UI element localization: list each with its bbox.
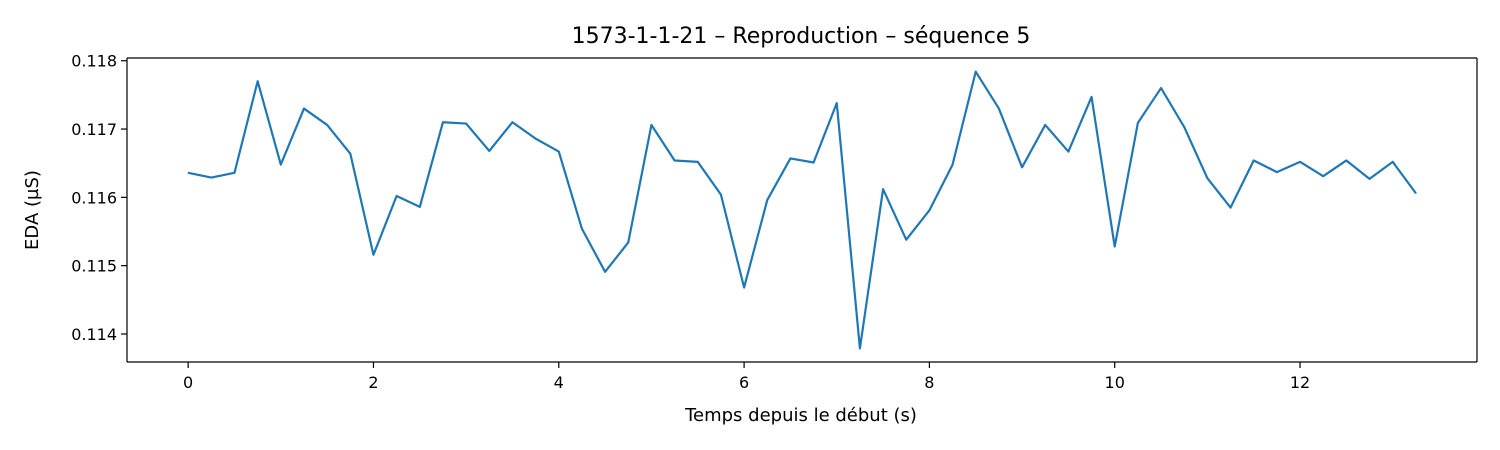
data-point [303,107,305,110]
data-point [1160,87,1162,89]
data-point [1114,245,1116,248]
data-point [1415,192,1417,194]
y-tick-label: 0.116 [71,188,117,207]
x-tick-label: 12 [1290,373,1310,392]
data-point [1368,178,1371,180]
data-point [326,124,328,126]
series-group [187,70,1417,350]
series-line [187,70,1417,350]
data-point [1229,207,1232,209]
data-point [581,228,583,230]
data-point [187,172,189,174]
data-point [674,159,676,162]
data-point [627,241,629,244]
data-point [859,347,861,349]
data-point [210,176,212,179]
data-point [905,239,907,241]
data-point [488,150,490,152]
data-point [604,271,606,273]
y-tick-label: 0.115 [71,257,117,276]
chart-title: 1573-1-1-21 – Reproduction – séquence 5 [572,24,1031,49]
y-tick-label: 0.114 [71,325,117,344]
x-tick-label: 4 [554,373,564,392]
x-tick-label: 6 [739,373,749,392]
data-point [697,161,699,163]
data-point [419,206,421,208]
data-point [836,102,838,104]
data-point [280,163,282,166]
data-point [812,161,815,164]
data-point [1183,126,1185,128]
data-point [720,194,722,196]
data-point [1067,150,1069,153]
x-tick-label: 2 [368,373,378,392]
data-point [743,286,745,289]
data-point [882,188,884,190]
data-point [1299,161,1301,163]
data-point [650,124,653,126]
x-tick-label: 0 [183,373,193,392]
data-point [1044,124,1046,126]
data-point [349,153,351,155]
y-tick-label: 0.117 [71,120,117,139]
data-point [928,209,931,211]
data-point [766,199,768,201]
data-point [1090,96,1093,98]
data-point [1137,122,1139,124]
data-point [1345,159,1347,162]
data-point [511,121,514,123]
data-point [535,138,537,140]
data-point [789,157,792,160]
data-point [396,195,398,197]
data-point [233,172,236,174]
plot-area [126,57,1478,363]
data-point [442,121,444,123]
data-point [975,71,977,73]
y-tick-label: 0.118 [71,52,117,71]
data-point [257,80,259,82]
y-ticks: 0.114 0.115 0.116 0.117 0.118 [71,52,127,344]
data-point [1276,171,1278,173]
data-point [1206,177,1208,179]
x-ticks: 0 2 4 6 8 10 12 [183,362,1310,392]
data-point [1253,159,1255,162]
data-point [951,163,954,166]
data-point [465,122,467,125]
x-tick-label: 10 [1105,373,1125,392]
data-point [372,254,375,256]
x-tick-label: 8 [924,373,934,392]
data-point [1392,161,1394,163]
data-point [558,150,560,153]
data-point [1021,166,1023,168]
data-point [1322,175,1324,177]
data-point [998,107,1000,110]
y-axis-label: EDA (µS) [22,170,43,250]
x-axis-label: Temps depuis le début (s) [684,405,917,426]
